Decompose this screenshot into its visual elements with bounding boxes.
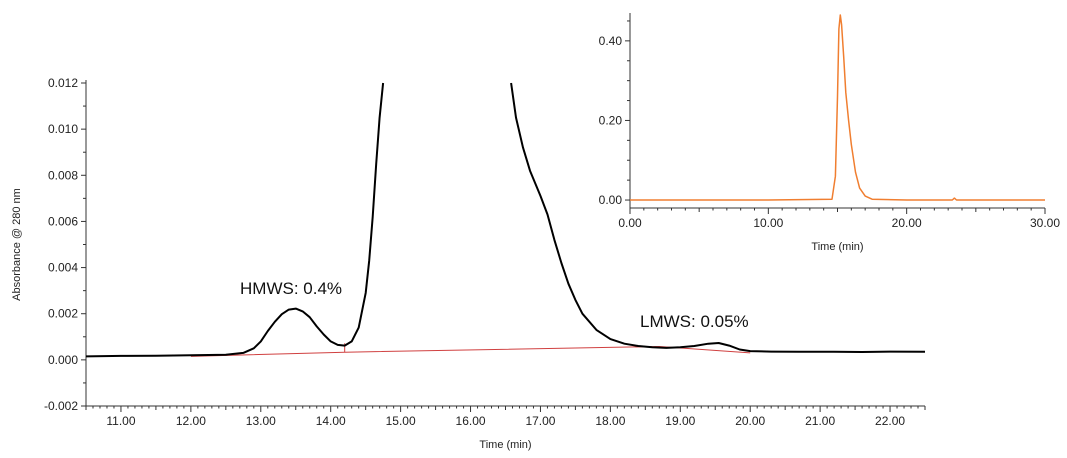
x-tick-label: 21.00	[805, 414, 835, 428]
chromatogram-trace-segment-2	[510, 82, 926, 353]
lmws-annotation: LMWS: 0.05%	[640, 312, 749, 331]
inset-x-tick-label: 10.00	[753, 216, 783, 230]
y-tick-label: 0.002	[48, 307, 78, 321]
inset-y-tick-label: 0.40	[599, 34, 623, 48]
y-tick-label: -0.002	[44, 399, 78, 413]
x-tick-label: 14.00	[316, 414, 346, 428]
main-chart: -0.002 0.000 0.002 0.004 0.006 0.008 0.010 0.01…	[11, 76, 926, 451]
inset-y-tick-label: 0.20	[599, 113, 623, 127]
y-tick-label: 0.012	[48, 76, 78, 90]
x-tick-label: 15.00	[386, 414, 416, 428]
y-tick-label: 0.000	[48, 353, 78, 367]
inset-y-tick-label: 0.00	[599, 193, 623, 207]
x-axis-title: Time (min)	[479, 439, 531, 451]
inset-x-tick-label: 30.00	[1030, 216, 1060, 230]
y-tick-label: 0.008	[48, 168, 78, 182]
hmws-annotation: HMWS: 0.4%	[240, 279, 342, 298]
inset-x-tick-label: 20.00	[892, 216, 922, 230]
x-tick-label: 22.00	[875, 414, 905, 428]
y-tick-label: 0.004	[48, 261, 78, 275]
integration-baseline	[190, 345, 751, 357]
inset-trace	[630, 14, 1045, 201]
y-tick-label: 0.006	[48, 214, 78, 228]
x-tick-label: 19.00	[665, 414, 695, 428]
x-tick-label: 16.00	[456, 414, 486, 428]
x-tick-label: 11.00	[106, 414, 135, 428]
inset-x-axis-title: Time (min)	[811, 241, 863, 253]
x-tick-label: 18.00	[595, 414, 625, 428]
x-tick-label: 17.00	[525, 414, 555, 428]
x-tick-label: 13.00	[246, 414, 276, 428]
inset-chart: 0.00 0.20 0.40 0.00 10.00 20.00 30.00 Time (min…	[599, 13, 1060, 253]
y-tick-label: 0.010	[48, 122, 78, 136]
chromatogram-trace-segment-1	[85, 82, 385, 358]
x-tick-label: 20.00	[735, 414, 765, 428]
x-tick-label: 12.00	[176, 414, 206, 428]
inset-x-tick-label: 0.00	[618, 216, 642, 230]
y-axis-title: Absorbance @ 280 nm	[11, 188, 23, 301]
